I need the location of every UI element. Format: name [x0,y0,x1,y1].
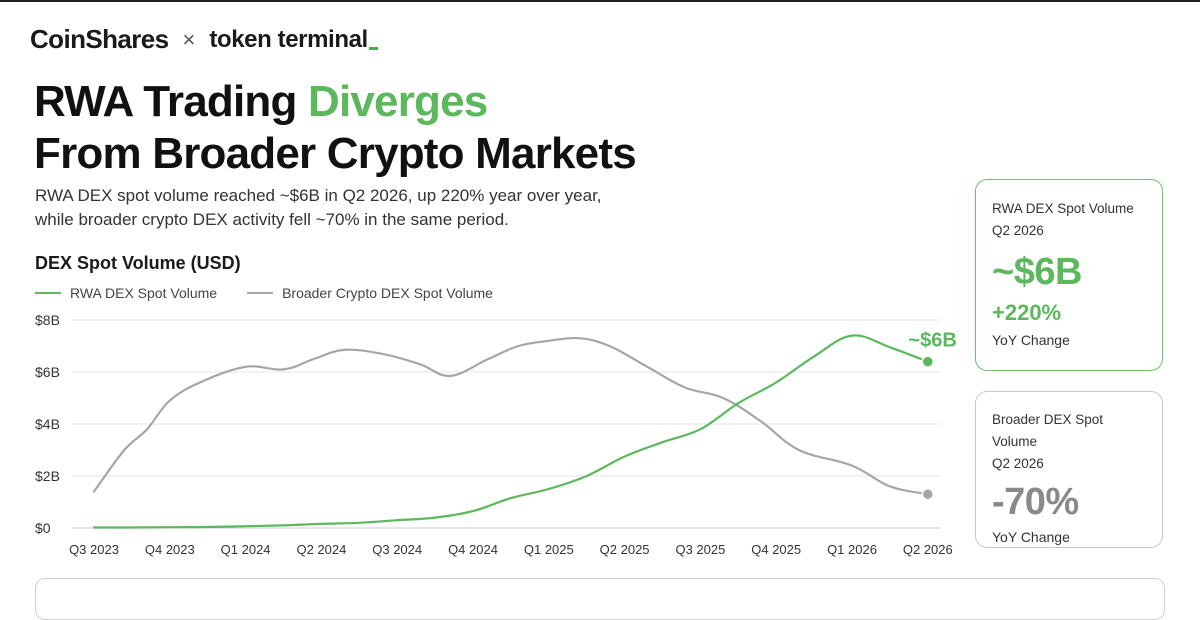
x-tick-label: Q2 2026 [903,542,953,557]
x-tick-label: Q2 2024 [296,542,346,557]
page-title: RWA Trading Diverges From Broader Crypto… [34,76,637,180]
series-line-broader [92,336,929,496]
broader-card-label: Broader DEX Spot Volume [992,412,1104,449]
brand-header: CoinShares × token terminal [30,24,378,55]
coinshares-logo: CoinShares [30,24,169,54]
broader-card-period: Q2 2026 [992,456,1044,471]
x-tick-label: Q2 2025 [600,542,650,557]
series-end-label-rwa: ~$6B [908,330,956,352]
rwa-card-change: +220% [992,300,1062,325]
brand-separator: × [182,26,196,52]
chart-legend: RWA DEX Spot Volume Broader Crypto DEX S… [35,285,523,301]
rwa-stat-card: RWA DEX Spot Volume Q2 2026 ~$6B +220% Y… [975,179,1163,371]
x-tick-label: Q1 2024 [221,542,271,557]
title-line1-prefix: RWA Trading [34,77,308,126]
y-tick-label: $2B [35,468,60,484]
x-tick-label: Q3 2024 [372,542,422,557]
title-line1-accent: Diverges [307,77,488,126]
broader-card-change-label: YoY Change [992,529,1070,545]
series-end-marker-rwa [921,355,935,368]
rwa-card-change-label: YoY Change [992,332,1070,348]
rwa-card-label: RWA DEX Spot Volume [992,201,1134,216]
rwa-card-value: ~$6B [992,251,1082,293]
line-chart: $0 $2B $4B $6B $8B Q3 2023 Q4 2023 Q1 2024 Q2 20… [35,312,957,557]
y-tick-label: $0 [35,520,51,536]
series-line-rwa [92,334,929,529]
legend-item-broader: Broader Crypto DEX Spot Volume [247,285,493,301]
x-tick-label: Q4 2023 [145,542,195,557]
x-tick-label: Q1 2025 [524,542,574,557]
bottom-panel [35,578,1165,620]
x-tick-label: Q1 2026 [827,542,877,557]
legend-label-broader: Broader Crypto DEX Spot Volume [282,285,493,301]
legend-item-rwa: RWA DEX Spot Volume [35,285,217,301]
chart-title: DEX Spot Volume (USD) [35,253,241,273]
token-terminal-logo: token terminal [209,25,368,53]
x-tick-label: Q3 2025 [675,542,725,557]
x-tick-label: Q3 2023 [69,542,119,557]
legend-swatch-broader [247,292,274,294]
y-tick-label: $8B [35,312,60,328]
series-end-marker-broader [921,487,935,501]
rwa-card-period: Q2 2026 [992,223,1044,238]
legend-label-rwa: RWA DEX Spot Volume [70,285,218,301]
page-subtitle: RWA DEX spot volume reached ~$6B in Q2 2… [35,184,675,232]
token-terminal-mark-icon [368,47,378,50]
legend-swatch-rwa [35,292,61,294]
title-line2: From Broader Crypto Markets [34,129,637,178]
y-tick-label: $6B [35,364,60,380]
subtitle-line1: RWA DEX spot volume reached ~$6B in Q2 2… [35,186,602,205]
broader-stat-card: Broader DEX Spot Volume Q2 2026 -70% YoY… [975,391,1163,548]
broader-card-value: -70% [992,481,1079,523]
subtitle-line2: while broader crypto DEX activity fell ~… [35,210,509,229]
top-border [0,0,1200,2]
y-tick-label: $4B [35,416,60,432]
x-tick-label: Q4 2024 [448,542,498,557]
x-tick-label: Q4 2025 [751,542,801,557]
